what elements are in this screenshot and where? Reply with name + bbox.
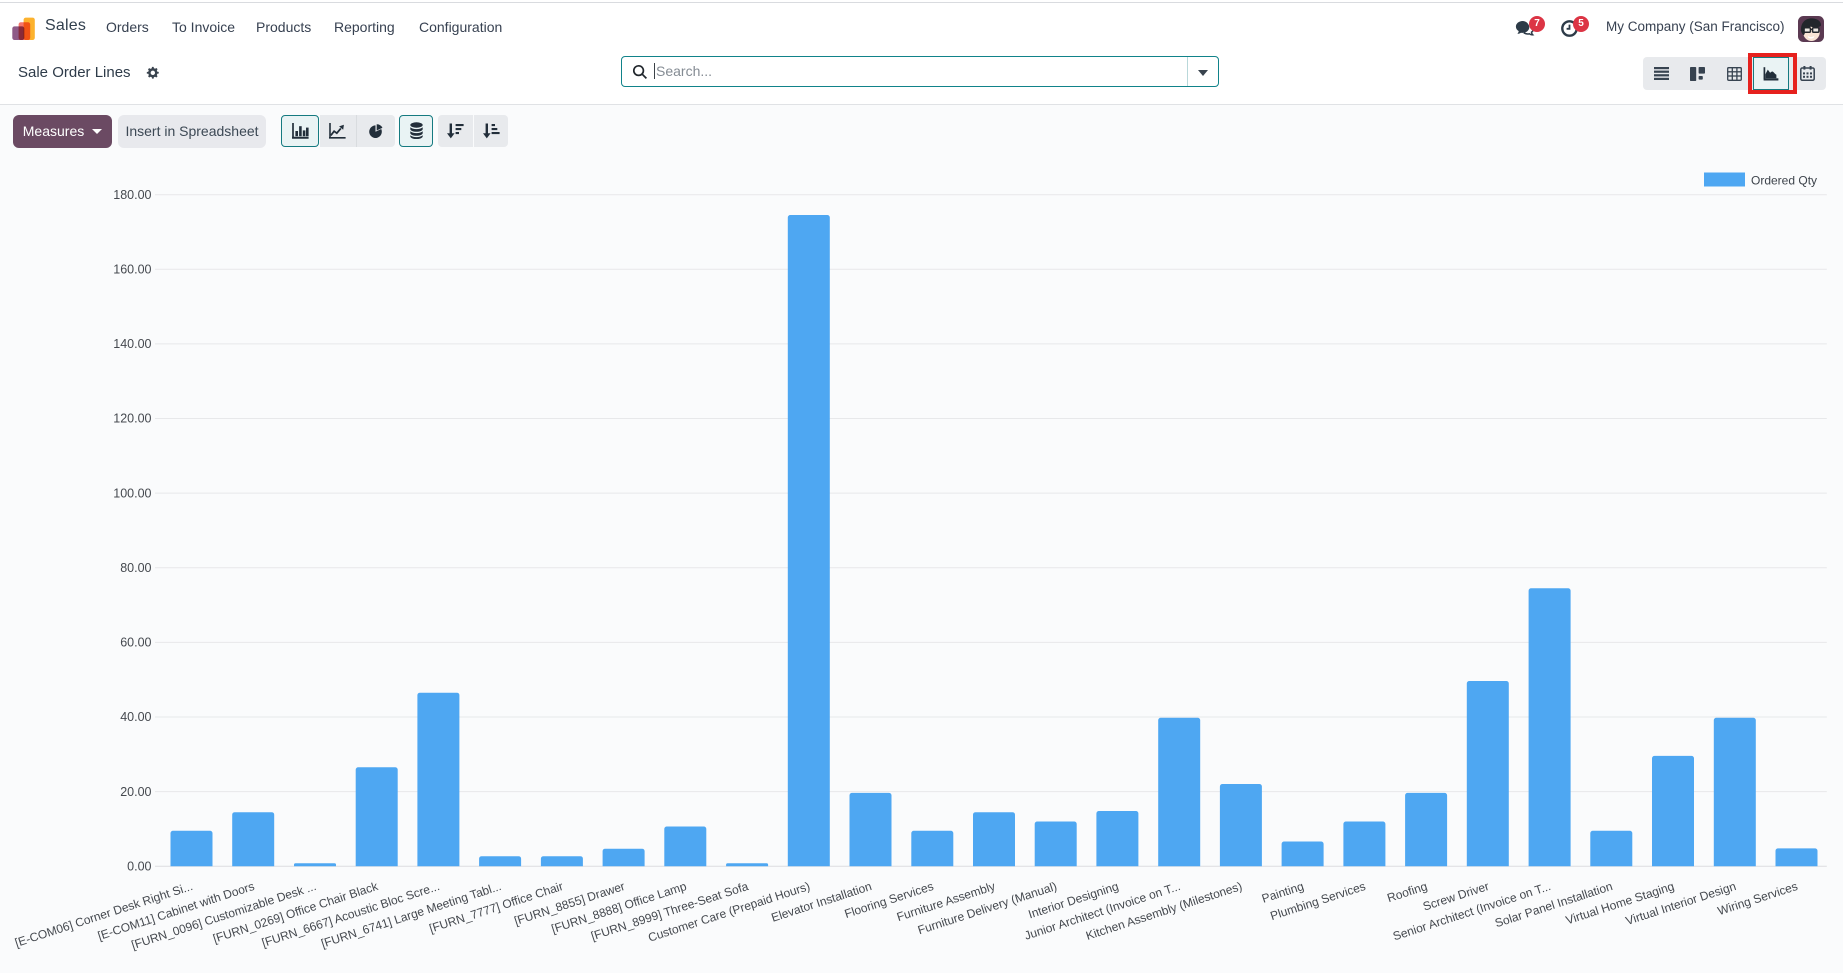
- svg-text:Ordered Qty: Ordered Qty: [1751, 174, 1817, 188]
- svg-text:60.00: 60.00: [120, 636, 151, 650]
- svg-text:80.00: 80.00: [120, 561, 151, 575]
- svg-text:160.00: 160.00: [113, 263, 151, 277]
- svg-text:20.00: 20.00: [120, 785, 151, 799]
- svg-text:120.00: 120.00: [113, 412, 151, 426]
- svg-text:140.00: 140.00: [113, 337, 151, 351]
- svg-text:180.00: 180.00: [113, 188, 151, 202]
- svg-text:40.00: 40.00: [120, 710, 151, 724]
- svg-text:100.00: 100.00: [113, 486, 151, 500]
- svg-text:0.00: 0.00: [127, 859, 151, 873]
